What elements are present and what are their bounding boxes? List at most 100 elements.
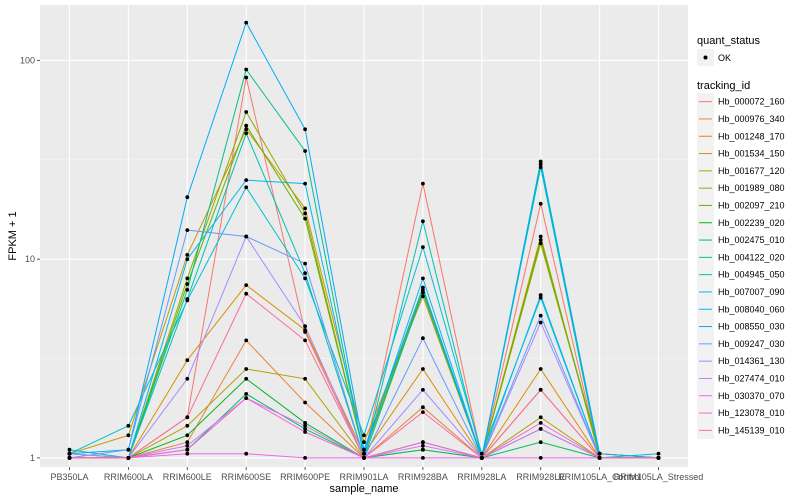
x-tick-label: RRIM600LE <box>163 472 212 482</box>
data-point-Hb_145139_010 <box>538 387 543 392</box>
y-axis: 1 10 100 <box>20 55 40 463</box>
data-point-Hb_008040_060 <box>421 276 425 281</box>
data-point-Hb_123078_010 <box>538 421 543 425</box>
data-point-Hb_000976_340 <box>421 405 425 410</box>
data-point-Hb_008550_030 <box>538 159 543 164</box>
data-point-Hb_008040_060 <box>244 178 249 183</box>
data-point-Hb_007007_090 <box>479 451 484 456</box>
data-point-Hb_004122_020 <box>244 67 249 72</box>
data-point-Hb_007007_090 <box>244 185 249 190</box>
data-point-Hb_001534_150 <box>126 433 131 438</box>
legend-key-point <box>703 55 708 60</box>
legend-label-Hb_008550_030: Hb_008550_030 <box>718 322 785 332</box>
data-point-Hb_000976_340 <box>244 338 249 343</box>
data-point-Hb_030370_070 <box>185 451 190 456</box>
data-point-Hb_123078_010 <box>303 430 307 434</box>
data-point-Hb_027474_010 <box>538 427 543 431</box>
x-tick-label: PB350LA <box>50 472 88 482</box>
x-tick-label: RRIM105LA_Stressed <box>614 472 704 482</box>
legend-label-Hb_007007_090: Hb_007007_090 <box>718 287 785 297</box>
y-axis-title: FPKM + 1 <box>7 211 19 260</box>
data-point-Hb_027474_010 <box>421 443 425 448</box>
data-point-Hb_001989_080 <box>303 211 307 216</box>
legend-label-Hb_001677_120: Hb_001677_120 <box>718 166 785 176</box>
data-point-Hb_008550_030 <box>597 451 602 456</box>
data-point-Hb_008550_030 <box>185 195 190 200</box>
data-point-Hb_001248_170 <box>421 367 425 371</box>
data-point-Hb_009247_030 <box>421 336 425 341</box>
data-point-Hb_027474_010 <box>185 443 190 448</box>
legend-label-ok: OK <box>718 53 731 63</box>
data-point-Hb_002097_210 <box>185 282 190 286</box>
data-point-Hb_008550_030 <box>244 20 249 25</box>
legend-label-Hb_004122_020: Hb_004122_020 <box>718 252 785 262</box>
data-point-Hb_004945_050 <box>538 165 543 170</box>
data-point-Hb_009247_030 <box>303 261 307 266</box>
legend-label-Hb_002475_010: Hb_002475_010 <box>718 235 785 245</box>
x-tick-label: RRIM928LE <box>516 472 565 482</box>
data-point-Hb_014361_130 <box>538 320 543 325</box>
data-point-Hb_007007_090 <box>656 451 661 456</box>
data-point-Hb_004945_050 <box>244 131 249 136</box>
data-point-Hb_007007_090 <box>303 276 307 281</box>
data-point-Hb_002239_020 <box>185 433 190 438</box>
x-tick-label: RRIM928LA <box>457 472 506 482</box>
data-point-Hb_004122_020 <box>185 288 190 292</box>
legend-label-Hb_000072_160: Hb_000072_160 <box>718 97 785 107</box>
data-point-Hb_145139_010 <box>303 338 307 343</box>
data-point-Hb_123078_010 <box>185 447 190 452</box>
data-point-Hb_014361_130 <box>244 234 249 239</box>
legend-label-Hb_000976_340: Hb_000976_340 <box>718 114 785 124</box>
data-point-Hb_014361_130 <box>67 451 72 456</box>
data-point-Hb_000072_160 <box>244 75 249 80</box>
legend-label-Hb_145139_010: Hb_145139_010 <box>718 425 785 435</box>
data-point-Hb_001534_150 <box>362 440 366 445</box>
series-points <box>67 20 661 460</box>
data-point-Hb_007007_090 <box>126 423 131 428</box>
data-point-Hb_145139_010 <box>597 456 602 460</box>
data-point-Hb_001248_170 <box>244 283 249 287</box>
legend-label-Hb_014361_130: Hb_014361_130 <box>718 356 785 366</box>
data-point-Hb_001989_080 <box>538 241 543 246</box>
data-point-Hb_004945_050 <box>67 447 72 452</box>
x-axis-title: sample_name <box>329 483 398 495</box>
data-point-Hb_145139_010 <box>244 291 249 296</box>
data-point-Hb_007007_090 <box>421 245 425 250</box>
data-point-Hb_009247_030 <box>185 228 190 233</box>
data-point-Hb_001534_150 <box>421 294 425 299</box>
data-point-Hb_014361_130 <box>185 376 190 381</box>
data-point-Hb_009247_030 <box>126 447 131 452</box>
legend-label-Hb_004945_050: Hb_004945_050 <box>718 270 785 280</box>
x-axis: PB350LA RRIM600LA RRIM600LE RRIM600SE RRIM60… <box>50 467 703 482</box>
data-point-Hb_009247_030 <box>538 313 543 318</box>
data-point-Hb_002097_210 <box>303 216 307 221</box>
data-point-Hb_002475_010 <box>303 427 307 431</box>
data-point-Hb_001677_120 <box>538 415 543 420</box>
x-tick-label: RRIM600PE <box>280 472 330 482</box>
data-point-Hb_000976_340 <box>185 440 190 445</box>
data-point-Hb_030370_070 <box>303 456 307 460</box>
data-point-Hb_007007_090 <box>185 298 190 303</box>
legend-label-Hb_123078_010: Hb_123078_010 <box>718 408 785 418</box>
x-tick-label: RRIM928BA <box>398 472 448 482</box>
data-point-Hb_002097_210 <box>244 123 249 128</box>
data-point-Hb_004945_050 <box>303 271 307 276</box>
x-tick-label: RRIM600SE <box>221 472 271 482</box>
legend-label-Hb_027474_010: Hb_027474_010 <box>718 373 785 383</box>
data-point-Hb_001248_170 <box>303 328 307 332</box>
data-point-Hb_001248_170 <box>538 367 543 371</box>
data-point-Hb_123078_010 <box>421 440 425 445</box>
legend-label-Hb_001989_080: Hb_001989_080 <box>718 183 785 193</box>
x-tick-label: RRIM105LA_Control <box>558 472 641 482</box>
data-point-Hb_001677_120 <box>185 423 190 428</box>
data-point-Hb_001534_150 <box>303 206 307 211</box>
data-point-Hb_002239_020 <box>244 376 249 381</box>
data-point-Hb_000976_340 <box>303 400 307 405</box>
data-point-Hb_145139_010 <box>479 456 484 460</box>
data-point-Hb_001677_120 <box>244 367 249 371</box>
data-point-Hb_002239_020 <box>303 421 307 425</box>
data-point-Hb_145139_010 <box>126 456 131 460</box>
legend-shape-title: quant_status <box>697 35 760 47</box>
